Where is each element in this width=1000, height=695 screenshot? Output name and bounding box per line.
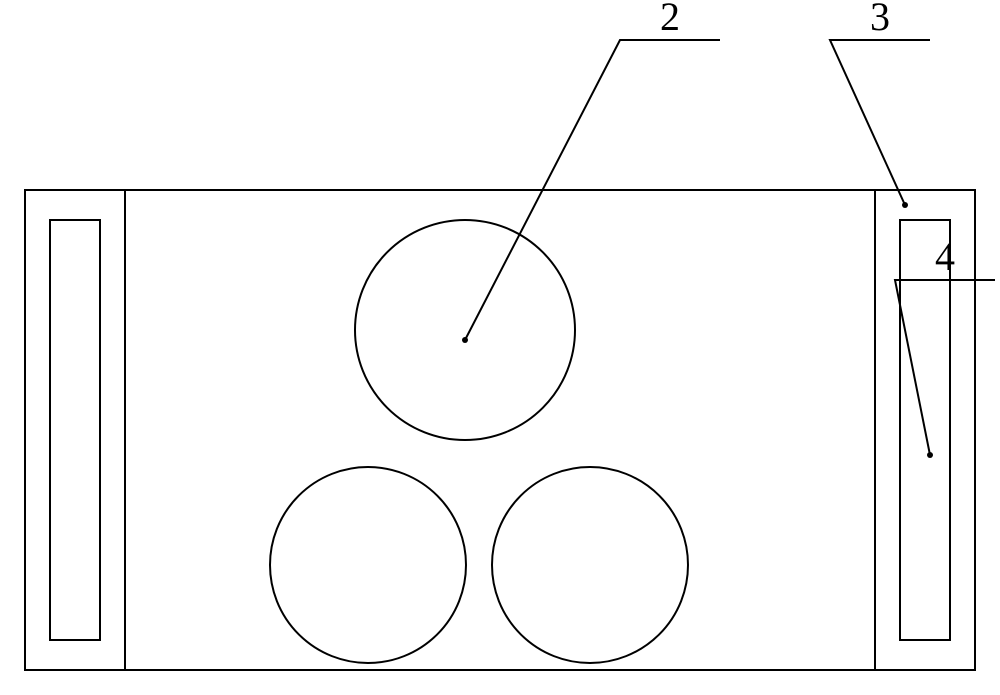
technical-diagram: 2 3 4	[0, 0, 1000, 695]
leader-dot-2	[462, 337, 468, 343]
leader-dot-4	[927, 452, 933, 458]
circle-top	[355, 220, 575, 440]
callout-label-3: 3	[870, 0, 890, 39]
callout-label-4: 4	[935, 234, 955, 279]
leader-3	[830, 40, 930, 205]
outer-frame	[25, 190, 975, 670]
left-panel-slot	[50, 220, 100, 640]
circle-bottom-left	[270, 467, 466, 663]
circle-bottom-right	[492, 467, 688, 663]
leader-4	[895, 280, 995, 455]
leader-dot-3	[902, 202, 908, 208]
callout-label-2: 2	[660, 0, 680, 39]
